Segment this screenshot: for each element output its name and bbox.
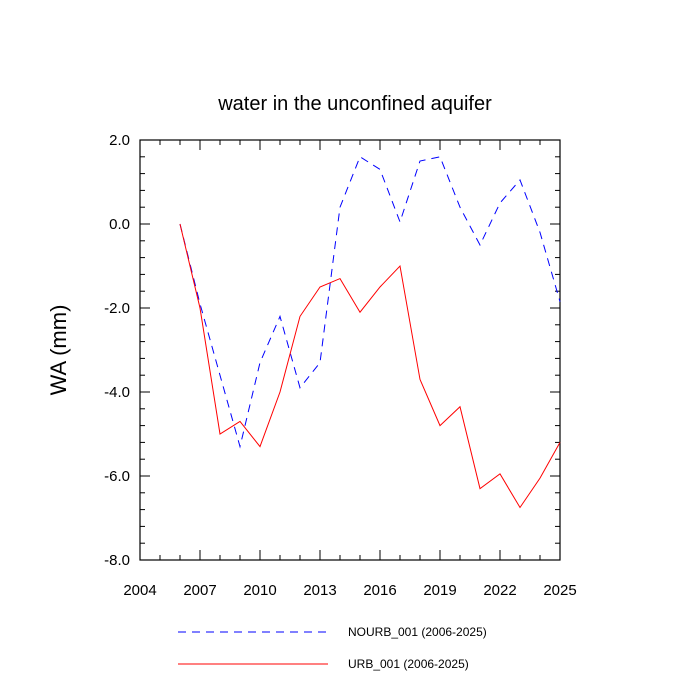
x-tick-label: 2016: [363, 582, 396, 599]
y-tick-label: -2.0: [104, 300, 130, 317]
y-tick-label: -6.0: [104, 468, 130, 485]
legend: NOURB_001 (2006-2025) URB_001 (2006-2025): [178, 625, 487, 671]
axes: -8.0 -6.0 -4.0 -2.0 0.0 2.0 2004 2007 2010 2013 20…: [104, 132, 577, 599]
y-tick-label: 0.0: [109, 216, 130, 233]
legend-label: URB_001 (2006-2025): [348, 657, 469, 671]
x-tick-label: 2022: [483, 582, 516, 599]
chart-title: water in the unconfined aquifer: [217, 93, 492, 115]
y-tick-label: -8.0: [104, 552, 130, 569]
x-tick-label: 2019: [423, 582, 456, 599]
y-tick-label: 2.0: [109, 132, 130, 149]
x-tick-label: 2010: [243, 582, 276, 599]
y-tick-label: -4.0: [104, 384, 130, 401]
series-line: [179, 156, 561, 449]
plot-frame: [139, 139, 561, 561]
series-line: [179, 223, 561, 509]
x-tick-label: 2004: [123, 582, 156, 599]
x-tick-label: 2007: [183, 582, 216, 599]
y-axis-label: WA (mm): [46, 305, 71, 396]
series-layer: [179, 156, 561, 509]
x-tick-label: 2025: [543, 582, 576, 599]
x-tick-label: 2013: [303, 582, 336, 599]
legend-label: NOURB_001 (2006-2025): [348, 625, 487, 639]
